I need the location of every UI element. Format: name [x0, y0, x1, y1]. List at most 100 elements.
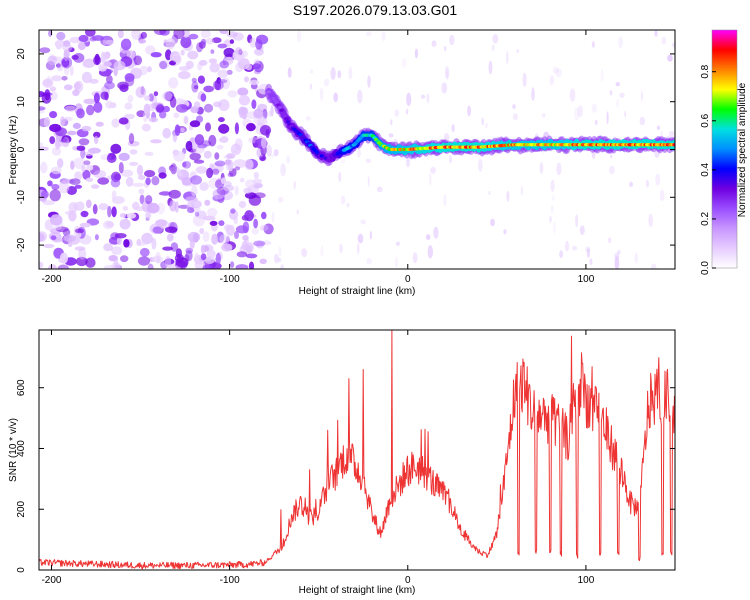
- noise-blob: [119, 84, 129, 93]
- noise-blob: [150, 52, 162, 58]
- noise-blob: [162, 91, 173, 101]
- noise-blob: [72, 89, 80, 97]
- noise-blob: [141, 232, 153, 245]
- noise-blob: [204, 199, 211, 206]
- noise-blob: [520, 186, 523, 196]
- noise-blob: [131, 30, 141, 40]
- noise-blob: [137, 256, 151, 266]
- noise-blob: [219, 60, 229, 69]
- noise-blob: [118, 152, 130, 161]
- noise-blob: [113, 60, 126, 71]
- noise-blob: [124, 113, 135, 120]
- noise-blob: [199, 182, 209, 191]
- noise-blob: [365, 158, 372, 164]
- noise-blob: [178, 71, 191, 80]
- noise-blob: [150, 139, 162, 144]
- noise-blob: [120, 169, 134, 177]
- noise-blob: [485, 122, 489, 129]
- noise-blob: [181, 104, 188, 110]
- noise-blob: [191, 77, 197, 83]
- noise-blob: [50, 235, 57, 240]
- noise-blob: [54, 39, 66, 48]
- noise-blob: [309, 83, 312, 90]
- noise-blob: [296, 30, 302, 43]
- noise-blob: [191, 81, 199, 93]
- noise-blob: [43, 117, 51, 127]
- noise-blob: [86, 104, 95, 116]
- noise-blob: [333, 92, 339, 103]
- noise-blob: [105, 100, 114, 109]
- noise-blob: [151, 176, 160, 186]
- noise-blob: [93, 92, 100, 104]
- noise-blob: [83, 98, 96, 105]
- noise-blob: [39, 261, 44, 269]
- spectrogram-x-axis-label: Height of straight line (km): [299, 286, 416, 297]
- noise-blob: [122, 205, 129, 211]
- noise-blob: [426, 93, 430, 104]
- noise-blob: [586, 248, 591, 258]
- noise-blob: [512, 104, 516, 110]
- noise-blob: [59, 252, 68, 264]
- noise-blob: [656, 125, 661, 130]
- noise-blob: [646, 179, 649, 188]
- noise-blob: [80, 210, 89, 218]
- snr-y-ticks: 0 200 400 600: [16, 379, 675, 573]
- noise-blob: [655, 173, 661, 186]
- noise-blob: [200, 93, 207, 102]
- noise-blob: [234, 138, 243, 151]
- noise-blob: [556, 162, 562, 176]
- noise-blob: [68, 210, 77, 222]
- noise-blob: [223, 184, 235, 192]
- noise-blob: [42, 79, 52, 85]
- noise-blob: [158, 172, 167, 179]
- noise-blob: [173, 150, 186, 162]
- noise-blob: [238, 106, 249, 116]
- noise-blob: [491, 44, 495, 52]
- noise-blob: [199, 227, 205, 235]
- noise-blob: [68, 202, 78, 213]
- noise-blob: [138, 188, 145, 195]
- noise-blob: [61, 76, 68, 81]
- noise-blob: [135, 86, 147, 98]
- noise-blob: [609, 165, 615, 175]
- noise-blob: [478, 158, 483, 172]
- noise-blob: [218, 123, 230, 134]
- noise-blob: [132, 182, 145, 187]
- noise-blob: [91, 35, 105, 41]
- noise-blob: [575, 214, 579, 228]
- noise-blob: [62, 43, 73, 52]
- noise-blob: [651, 263, 657, 269]
- noise-blob: [661, 36, 667, 45]
- noise-blob: [75, 256, 88, 267]
- noise-blob: [183, 115, 189, 125]
- noise-blob: [81, 71, 92, 84]
- noise-blob: [280, 163, 286, 177]
- noise-blob: [57, 181, 70, 194]
- noise-blob: [83, 160, 91, 166]
- noise-blob: [95, 121, 104, 127]
- noise-blob: [119, 213, 127, 218]
- noise-blob: [230, 208, 236, 214]
- noise-blob: [173, 112, 180, 119]
- noise-blob: [273, 149, 279, 157]
- noise-blob: [47, 180, 53, 187]
- noise-blob: [55, 226, 69, 233]
- noise-blob: [106, 153, 117, 163]
- noise-blob: [427, 245, 433, 259]
- noise-blob: [420, 94, 426, 99]
- noise-blob: [606, 111, 609, 125]
- noise-blob: [221, 243, 233, 252]
- noise-blob: [366, 257, 372, 265]
- noise-blob: [237, 87, 249, 96]
- noise-blob: [259, 258, 267, 264]
- noise-blob: [60, 116, 66, 127]
- noise-blob: [151, 237, 157, 250]
- colorbar-tick-label: 0.0: [700, 261, 711, 275]
- colorbar-tick-label: 0.4: [700, 162, 711, 176]
- y-tick-label: -20: [16, 237, 27, 252]
- noise-blob: [82, 169, 91, 180]
- noise-blob: [259, 155, 267, 162]
- noise-blob: [552, 194, 555, 202]
- noise-blob: [270, 153, 276, 158]
